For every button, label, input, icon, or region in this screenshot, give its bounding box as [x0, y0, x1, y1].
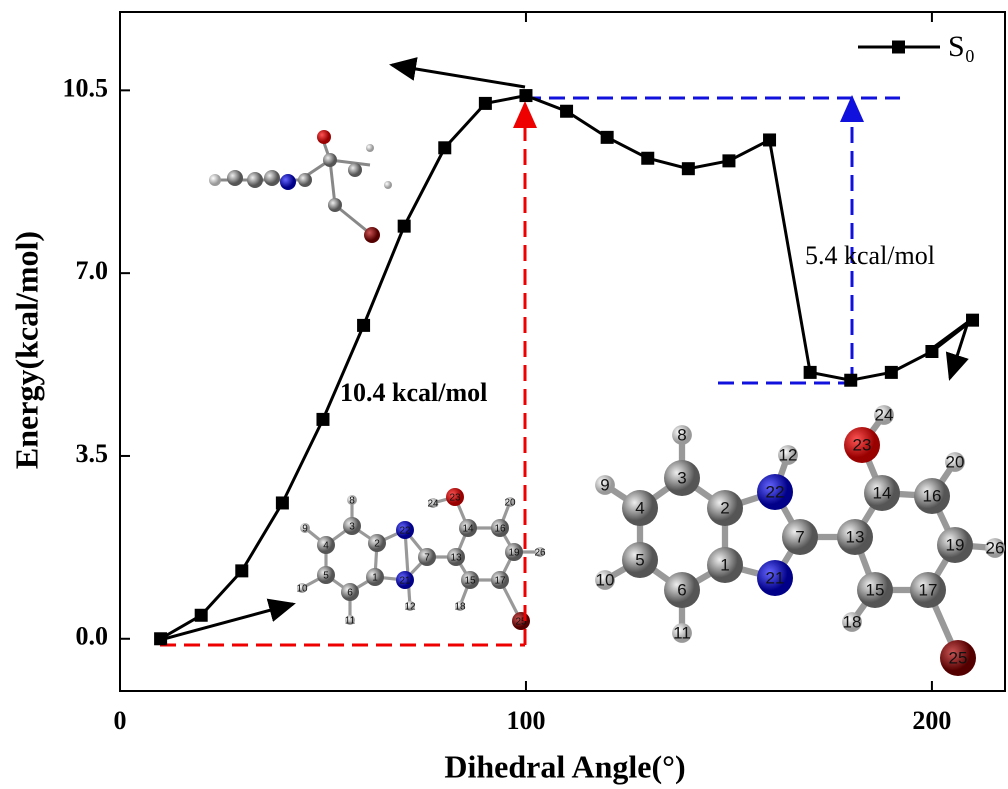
annotation: 5.4 kcal/mol [805, 241, 935, 270]
atom-label: 3 [677, 468, 686, 487]
atom-label: 8 [349, 496, 355, 507]
point [763, 133, 776, 146]
x-tick-label: 0 [114, 706, 127, 735]
atom-label: 21 [399, 576, 411, 587]
atom-label: 2 [720, 498, 729, 517]
legend-marker [892, 41, 905, 54]
atom-label: 17 [494, 576, 506, 587]
point [357, 319, 370, 332]
atom-label: 8 [677, 425, 686, 444]
molecule-drawings: 1234567891011121314151617181920212223242… [209, 130, 1005, 676]
point [641, 152, 654, 165]
annotation: 10.4 kcal/mol [340, 378, 487, 407]
x-axis-title: Dihedral Angle(°) [444, 748, 685, 784]
point [722, 154, 735, 167]
atom-label: 1 [372, 573, 378, 584]
atom-label: 1 [720, 555, 729, 574]
point [398, 220, 411, 233]
atom-label: 9 [600, 475, 609, 494]
atom-label: 11 [345, 616, 356, 627]
atom-label: 6 [347, 588, 353, 599]
point [844, 374, 857, 387]
point [966, 314, 979, 327]
point [804, 366, 817, 379]
atom-label: 9 [302, 524, 308, 535]
atom-label: 16 [923, 486, 942, 505]
atom-label: 12 [404, 602, 416, 613]
point [316, 413, 329, 426]
atom-label: 24 [427, 499, 439, 510]
atom-label: 16 [494, 524, 506, 535]
atom-label: 10 [596, 570, 615, 589]
y-axis-title: Energy(kcal/mol) [8, 231, 44, 469]
atom-label: 5 [635, 550, 644, 569]
atom-label: 21 [766, 568, 785, 587]
atom-label: 3 [349, 522, 355, 533]
atom-label: 26 [986, 538, 1005, 557]
x-tick-label: 100 [506, 706, 545, 735]
atom-label: 12 [779, 445, 798, 464]
atom-label: 26 [534, 548, 546, 559]
point [682, 162, 695, 175]
point [235, 564, 248, 577]
point [438, 141, 451, 154]
atom-label: 17 [919, 580, 938, 599]
y-tick-label: 7.0 [76, 256, 109, 285]
point [925, 345, 938, 358]
atom-label: 15 [464, 576, 476, 587]
atom-label: 23 [853, 435, 872, 454]
atom-label: 2 [374, 539, 380, 550]
atom-label: 14 [873, 483, 892, 502]
atom-label: 6 [677, 580, 686, 599]
point [560, 105, 573, 118]
atom-label: 24 [875, 405, 894, 424]
atom-label: 20 [946, 452, 965, 471]
atom-label: 7 [424, 553, 430, 564]
chart: 1234567891011121314151617181920212223242… [0, 0, 1008, 789]
pointer-arrows [160, 65, 968, 640]
atom-label: 19 [508, 548, 520, 559]
atom-label: 11 [673, 623, 691, 642]
side-molecule [209, 130, 392, 243]
atom-label: 13 [450, 553, 462, 564]
atom-label: 7 [795, 527, 804, 546]
x-tick-label: 200 [912, 706, 951, 735]
point [519, 89, 532, 102]
atom-label: 18 [454, 602, 466, 613]
y-tick-label: 10.5 [63, 73, 109, 102]
y-tick-label: 0.0 [76, 622, 109, 651]
atom-label: 25 [949, 648, 968, 667]
atom-label: 15 [866, 580, 885, 599]
atom-label: 14 [462, 524, 474, 535]
molecule: 1234567891011121314151617181920212223242… [595, 405, 1005, 676]
atom-label: 20 [504, 498, 516, 509]
legend-label: S₀ [948, 30, 975, 63]
atom-label: 22 [399, 526, 411, 537]
point [601, 131, 614, 144]
point [195, 609, 208, 622]
point [276, 496, 289, 509]
atom-label: 19 [946, 535, 965, 554]
molecule: 1234567891011121314151617181920212223242… [296, 488, 546, 630]
atom-label: 18 [843, 612, 862, 631]
atom-label: 4 [635, 498, 644, 517]
atom-label: 22 [766, 482, 785, 501]
point [885, 366, 898, 379]
atom-label: 4 [323, 541, 329, 552]
y-tick-label: 3.5 [76, 439, 109, 468]
point [479, 97, 492, 110]
point [154, 632, 167, 645]
atom-label: 10 [296, 584, 308, 595]
atom-label: 23 [449, 493, 461, 504]
bond [405, 530, 410, 606]
atom-label: 13 [846, 527, 865, 546]
atom-label: 5 [323, 571, 329, 582]
